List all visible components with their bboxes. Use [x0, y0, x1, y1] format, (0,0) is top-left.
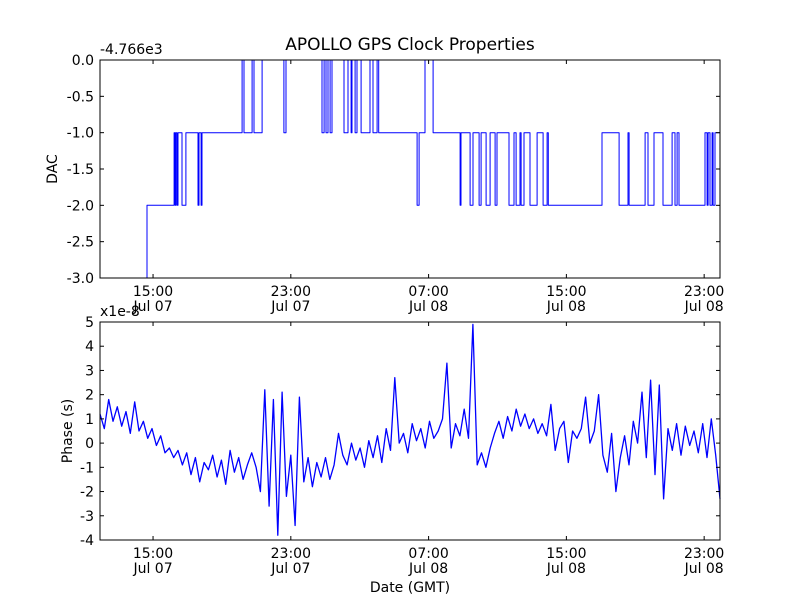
- phase-ytick-label: -1: [80, 460, 94, 476]
- dac-ylabel: DAC: [45, 154, 61, 184]
- dac-ytick-label: 0.0: [72, 53, 94, 69]
- phase-offset-text: x1e-8: [100, 304, 140, 320]
- phase-xtick-date: Jul 07: [270, 561, 310, 577]
- dac-xtick-date: Jul 08: [684, 299, 724, 315]
- dac-xtick-date: Jul 07: [270, 299, 310, 315]
- phase-ytick-label: 5: [85, 315, 94, 331]
- phase-xtick-time: 23:00: [271, 546, 311, 562]
- phase-axes: x1e-8 Phase (s) Date (GMT) 5 4 3 2 1 0 -1 -2 -3 -…: [60, 304, 724, 596]
- phase-ytick-label: 0: [85, 436, 94, 452]
- dac-xtick-date: Jul 08: [408, 299, 448, 315]
- dac-xtick-time: 23:00: [684, 284, 724, 300]
- phase-axes-frame: [99, 321, 721, 541]
- dac-ytick-label: -2.5: [67, 235, 94, 251]
- phase-xlabel: Date (GMT): [370, 580, 450, 596]
- phase-xtick-time: 15:00: [133, 546, 173, 562]
- phase-ytick-label: -4: [80, 533, 94, 549]
- phase-xtick-date: Jul 07: [132, 561, 172, 577]
- dac-xtick-time: 23:00: [271, 284, 311, 300]
- phase-xtick-time: 23:00: [684, 546, 724, 562]
- phase-xtick-time: 07:00: [408, 546, 448, 562]
- phase-xtick-time: 15:00: [546, 546, 586, 562]
- dac-ytick-label: -3.0: [67, 271, 94, 287]
- dac-xtick-date: Jul 07: [132, 299, 172, 315]
- dac-ytick-label: -1.5: [67, 162, 94, 178]
- phase-ytick-label: -3: [80, 509, 94, 525]
- phase-ytick-label: -2: [80, 485, 94, 501]
- chart-title: APOLLO GPS Clock Properties: [285, 35, 535, 55]
- dac-xtick-time: 15:00: [133, 284, 173, 300]
- phase-series-line: [99, 323, 721, 536]
- phase-ytick-label: 2: [85, 388, 94, 404]
- dac-ytick-label: -1.0: [67, 126, 94, 142]
- dac-offset-text: -4.766e3: [100, 42, 163, 58]
- phase-ytick-label: 4: [85, 339, 94, 355]
- phase-ytick-label: 1: [85, 412, 94, 428]
- phase-xtick-date: Jul 08: [684, 561, 724, 577]
- phase-ytick-label: 3: [85, 363, 94, 379]
- dac-ytick-label: -2.0: [67, 198, 94, 214]
- phase-ylabel: Phase (s): [60, 399, 76, 463]
- dac-xtick-time: 15:00: [546, 284, 586, 300]
- phase-xtick-date: Jul 08: [546, 561, 586, 577]
- dac-ytick-label: -0.5: [67, 89, 94, 105]
- phase-xtick-date: Jul 08: [408, 561, 448, 577]
- dac-axes: -4.766e3 DAC 0.0 -0.5 -1.0 -1.5 -2.0 -2.5 -3.0…: [45, 42, 724, 315]
- dac-xtick-time: 07:00: [408, 284, 448, 300]
- dac-xtick-date: Jul 08: [546, 299, 586, 315]
